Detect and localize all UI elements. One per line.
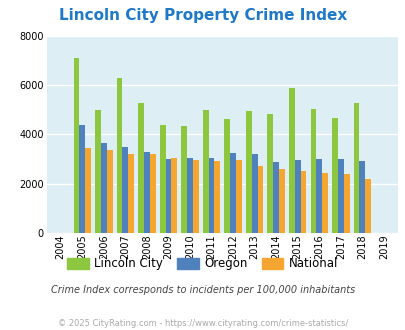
Legend: Lincoln City, Oregon, National: Lincoln City, Oregon, National — [65, 255, 340, 273]
Bar — [214, 161, 220, 233]
Text: Crime Index corresponds to incidents per 100,000 inhabitants: Crime Index corresponds to incidents per… — [51, 285, 354, 295]
Bar — [364, 179, 370, 233]
Text: © 2025 CityRating.com - https://www.cityrating.com/crime-statistics/: © 2025 CityRating.com - https://www.city… — [58, 319, 347, 328]
Bar — [278, 169, 284, 233]
Bar — [251, 154, 257, 233]
Bar — [273, 162, 278, 233]
Bar — [358, 161, 364, 233]
Bar — [159, 125, 165, 233]
Bar — [202, 110, 208, 233]
Bar — [192, 160, 198, 233]
Bar — [224, 119, 230, 233]
Bar — [310, 109, 315, 233]
Bar — [165, 159, 171, 233]
Bar — [128, 154, 134, 233]
Bar — [116, 78, 122, 233]
Bar — [267, 114, 273, 233]
Text: Lincoln City Property Crime Index: Lincoln City Property Crime Index — [59, 8, 346, 23]
Bar — [171, 158, 177, 233]
Bar — [235, 160, 241, 233]
Bar — [138, 103, 144, 233]
Bar — [331, 118, 337, 233]
Bar — [343, 174, 349, 233]
Bar — [85, 148, 91, 233]
Bar — [149, 154, 155, 233]
Bar — [245, 111, 251, 233]
Bar — [257, 166, 263, 233]
Bar — [208, 158, 214, 233]
Bar — [187, 158, 192, 233]
Bar — [181, 126, 187, 233]
Bar — [107, 150, 112, 233]
Bar — [315, 159, 321, 233]
Bar — [288, 88, 294, 233]
Bar — [353, 103, 358, 233]
Bar — [95, 110, 100, 233]
Bar — [100, 143, 107, 233]
Bar — [321, 173, 327, 233]
Bar — [294, 160, 300, 233]
Bar — [79, 125, 85, 233]
Bar — [73, 58, 79, 233]
Bar — [230, 153, 235, 233]
Bar — [122, 147, 128, 233]
Bar — [337, 159, 343, 233]
Bar — [300, 171, 306, 233]
Bar — [144, 152, 149, 233]
